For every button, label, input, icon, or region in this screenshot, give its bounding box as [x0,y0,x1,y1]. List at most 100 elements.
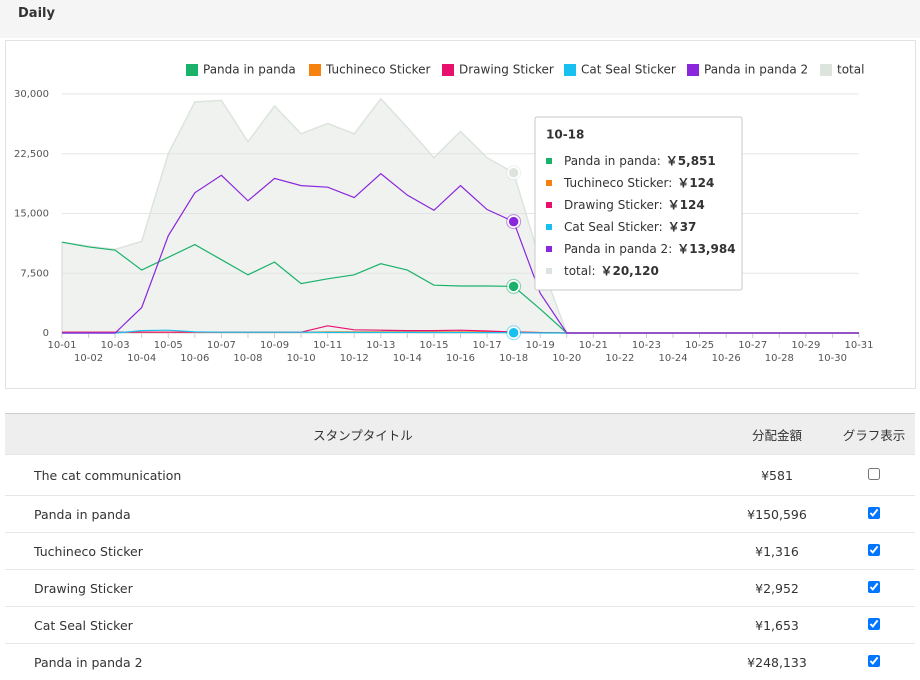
legend-item[interactable]: Drawing Sticker [442,63,554,77]
x-tick-label: 10-16 [446,353,475,364]
x-tick-label: 10-30 [818,353,847,364]
sticker-title: Drawing Sticker [5,570,721,607]
legend-label: total [837,63,864,77]
graph-toggle[interactable] [868,618,880,630]
x-tick-label: 10-01 [47,340,76,351]
tooltip-value: ￥13,984 [677,242,735,256]
sticker-title: Tuchineco Sticker [5,533,721,570]
hover-marker [508,281,519,292]
column-header: グラフ表示 [833,414,915,455]
legend-item[interactable]: Panda in panda 2 [687,63,808,77]
tooltip-swatch [546,158,552,164]
tooltip-row: Drawing Sticker: ￥124 [564,198,705,212]
tooltip-value: ￥124 [677,176,714,190]
x-tick-label: 10-14 [393,353,422,364]
table-header: スタンプタイトル 分配金額 グラフ表示 [5,414,915,455]
graph-toggle[interactable] [868,544,880,556]
chart: 07,50015,00022,50030,00010-0110-0210-031… [0,0,920,390]
legend-swatch [687,64,699,76]
legend-item[interactable]: Cat Seal Sticker [564,63,676,77]
legend-swatch [186,64,198,76]
legend-swatch [442,64,454,76]
table-row: The cat communication¥581 [5,455,915,496]
y-tick-label: 7,500 [20,268,49,279]
x-tick-label: 10-05 [154,340,183,351]
sticker-title: The cat communication [5,455,721,496]
x-tick-label: 10-21 [579,340,608,351]
x-tick-label: 10-06 [180,353,209,364]
x-tick-label: 10-19 [526,340,555,351]
page: {"header": {"title": "Daily"}, "chart_da… [0,0,920,664]
x-tick-label: 10-04 [127,353,156,364]
x-tick-label: 10-07 [207,340,236,351]
tooltip-label: Panda in panda 2: [564,242,672,256]
sticker-title: Panda in panda [5,496,721,533]
graph-toggle[interactable] [868,581,880,593]
tooltip-title: 10-18 [546,128,584,142]
amount: ¥581 [721,455,833,496]
tooltip-label: Panda in panda: [564,154,661,168]
x-tick-label: 10-18 [499,353,528,364]
legend-label: Cat Seal Sticker [581,63,676,77]
tooltip-label: total: [564,264,595,278]
x-tick-label: 10-12 [340,353,369,364]
x-tick-label: 10-22 [605,353,634,364]
amount: ¥1,316 [721,533,833,570]
x-tick-label: 10-24 [659,353,688,364]
tooltip-row: Cat Seal Sticker: ￥37 [564,220,696,234]
tooltip-swatch [546,202,552,208]
x-tick-label: 10-10 [287,353,316,364]
sticker-title: Panda in panda 2 [5,644,721,680]
legend-swatch [564,64,576,76]
x-tick-label: 10-29 [791,340,820,351]
legend-label: Drawing Sticker [459,63,554,77]
tooltip-label: Drawing Sticker: [564,198,663,212]
x-tick-label: 10-13 [366,340,395,351]
table-row: Cat Seal Sticker¥1,653 [5,607,915,644]
tooltip: 10-18 Panda in panda: ￥5,851 Tuchineco Stic… [535,117,742,290]
x-tick-label: 10-31 [844,340,873,351]
graph-toggle[interactable] [868,468,880,480]
column-header: 分配金額 [721,414,833,455]
toggle-cell [833,644,915,680]
amount: ¥150,596 [721,496,833,533]
x-tick-label: 10-03 [101,340,130,351]
tooltip-value: ￥124 [668,198,705,212]
x-tick-label: 10-20 [552,353,581,364]
legend-item[interactable]: Panda in panda [186,63,296,77]
y-tick-label: 15,000 [14,209,49,220]
graph-toggle[interactable] [868,507,880,519]
toggle-cell [833,496,915,533]
x-tick-label: 10-27 [738,340,767,351]
sticker-title: Cat Seal Sticker [5,607,721,644]
legend-item[interactable]: total [820,63,864,77]
table-row: Panda in panda¥150,596 [5,496,915,533]
tooltip-label: Tuchineco Sticker: [563,176,672,190]
legend-label: Tuchineco Sticker [325,63,431,77]
x-tick-label: 10-23 [632,340,661,351]
legend-swatch [309,64,321,76]
hover-marker [508,327,519,338]
hover-marker [508,216,519,227]
column-header: スタンプタイトル [5,414,721,455]
table-row: Tuchineco Sticker¥1,316 [5,533,915,570]
amount: ¥1,653 [721,607,833,644]
tooltip-value: ￥20,120 [600,264,658,278]
y-tick-label: 30,000 [14,89,49,100]
tooltip-value: ￥37 [668,220,697,234]
tooltip-value: ￥5,851 [666,154,716,168]
tooltip-label: Cat Seal Sticker: [564,220,663,234]
toggle-cell [833,570,915,607]
toggle-cell [833,533,915,570]
y-tick-label: 22,500 [14,149,49,160]
amount: ¥248,133 [721,644,833,680]
toggle-cell [833,455,915,496]
x-tick-label: 10-09 [260,340,289,351]
table-row: Panda in panda 2¥248,133 [5,644,915,680]
y-tick-label: 0 [43,328,49,339]
graph-toggle[interactable] [868,655,880,667]
tooltip-swatch [546,224,552,230]
toggle-cell [833,607,915,644]
legend-swatch [820,64,832,76]
legend-item[interactable]: Tuchineco Sticker [309,63,431,77]
